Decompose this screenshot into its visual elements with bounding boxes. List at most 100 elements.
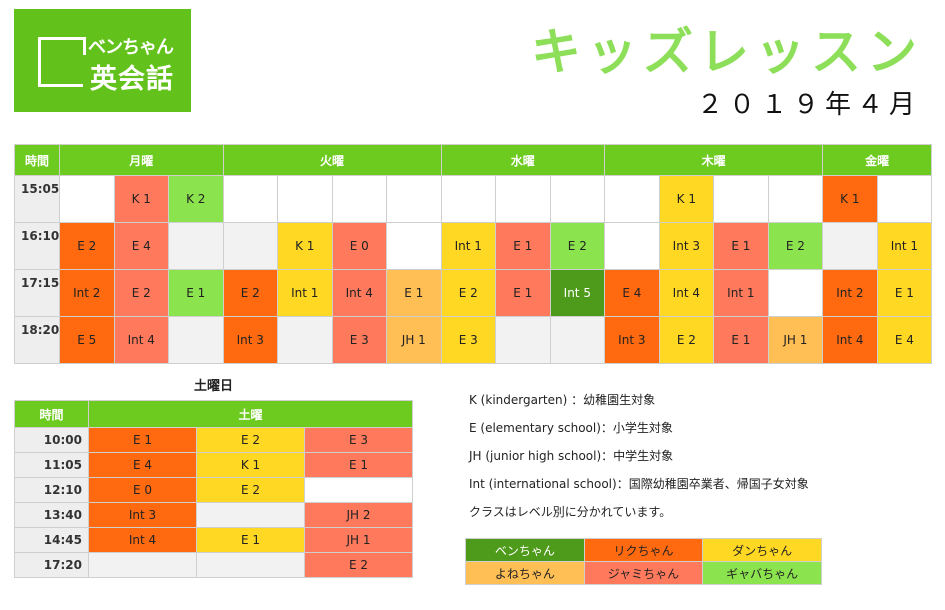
- lesson-cell: K 1: [658, 175, 715, 223]
- lesson-cell: K 1: [277, 222, 333, 270]
- lesson-cell: JH 1: [767, 316, 824, 364]
- time-slot: 14:45: [14, 527, 89, 553]
- lesson-cell: [222, 222, 279, 270]
- lesson-cell: Int 1: [277, 269, 333, 317]
- lesson-cell: [604, 222, 660, 270]
- lesson-cell: E 2: [767, 222, 824, 270]
- lesson-cell: E 1: [495, 222, 551, 270]
- lesson-cell: [822, 222, 878, 270]
- lesson-cell: Int 4: [658, 269, 715, 317]
- lesson-cell: [222, 175, 279, 223]
- lesson-cell: Int 3: [604, 316, 660, 364]
- lesson-cell: E 3: [440, 316, 497, 364]
- lesson-cell: E 1: [168, 269, 224, 317]
- lesson-cell: K 2: [168, 175, 224, 223]
- logo-frame-icon: [38, 37, 86, 87]
- saturday-header-row: 時間 土曜: [14, 400, 414, 428]
- lesson-cell: E 1: [495, 269, 551, 317]
- lesson-cell: E 1: [876, 269, 933, 317]
- lesson-cell: E 2: [196, 477, 305, 503]
- lesson-cell: E 1: [386, 269, 442, 317]
- time-slot: 17:15: [14, 269, 60, 317]
- page-title: キッズレッスン: [531, 23, 923, 81]
- lesson-cell: E 3: [331, 316, 388, 364]
- time-slot: 11:05: [14, 452, 89, 478]
- lesson-cell: [767, 175, 824, 223]
- lesson-cell: JH 1: [386, 316, 442, 364]
- lesson-cell: [549, 175, 606, 223]
- lesson-cell: [495, 175, 551, 223]
- time-slot: 17:20: [14, 552, 89, 578]
- day-header: 火曜: [222, 144, 442, 176]
- teacher-key-row: ベンちゃん リクちゃん ダンちゃん: [465, 538, 822, 562]
- lesson-cell: E 1: [303, 452, 414, 478]
- lesson-cell: [277, 175, 333, 223]
- time-header: 時間: [14, 144, 60, 176]
- teacher-color-key: ベンちゃん リクちゃん ダンちゃん よねちゃん ジャミちゃん ギャバちゃん: [465, 538, 822, 585]
- legend-k: K (kindergarten) ：幼稚園生対象: [469, 393, 656, 407]
- saturday-row: 13:40 Int 3 JH 2: [14, 502, 414, 528]
- time-slot: 16:10: [14, 222, 60, 270]
- lesson-cell: E 4: [88, 452, 197, 478]
- lesson-cell: [303, 477, 414, 503]
- lesson-cell: [168, 222, 224, 270]
- lesson-cell: [604, 175, 660, 223]
- lesson-cell: [386, 222, 442, 270]
- lesson-cell: E 2: [196, 427, 305, 453]
- lesson-cell: E 2: [59, 222, 115, 270]
- lesson-cell: Int 4: [88, 527, 197, 553]
- month-label: ２０１９年４月: [696, 90, 921, 120]
- time-slot: 18:20: [14, 316, 60, 364]
- day-header: 金曜: [822, 144, 933, 176]
- legend-int: Int (international school)：国際幼稚園卒業者、帰国子女…: [469, 477, 809, 491]
- lesson-cell: Int 2: [822, 269, 878, 317]
- lesson-cell: E 4: [876, 316, 933, 364]
- lesson-cell: [168, 316, 224, 364]
- lesson-cell: [196, 552, 305, 578]
- lesson-cell: Int 4: [331, 269, 388, 317]
- teacher-key-cell: リクちゃん: [583, 538, 704, 562]
- lesson-cell: E 2: [658, 316, 715, 364]
- time-slot: 10:00: [14, 427, 89, 453]
- lesson-cell: [713, 175, 769, 223]
- lesson-cell: E 0: [331, 222, 388, 270]
- lesson-cell: E 1: [713, 222, 769, 270]
- lesson-cell: E 2: [113, 269, 169, 317]
- teacher-key-cell: ダンちゃん: [702, 538, 822, 562]
- logo: ベンちゃん 英会話: [14, 9, 191, 112]
- saturday-time-header: 時間: [14, 400, 89, 428]
- legend-e: E (elementary school)：小学生対象: [469, 421, 673, 435]
- lesson-cell: Int 3: [222, 316, 279, 364]
- lesson-cell: E 0: [88, 477, 197, 503]
- lesson-cell: JH 2: [303, 502, 414, 528]
- lesson-cell: E 2: [549, 222, 606, 270]
- lesson-cell: E 4: [113, 222, 169, 270]
- lesson-cell: Int 3: [88, 502, 197, 528]
- teacher-key-cell: ギャバちゃん: [702, 561, 822, 585]
- lesson-cell: E 1: [88, 427, 197, 453]
- lesson-cell: [277, 316, 333, 364]
- lesson-cell: E 2: [222, 269, 279, 317]
- lesson-cell: [440, 175, 497, 223]
- lesson-cell: [767, 269, 824, 317]
- lesson-cell: E 2: [440, 269, 497, 317]
- logo-line2: 英会話: [90, 64, 174, 95]
- lesson-cell: [196, 502, 305, 528]
- lesson-cell: Int 1: [713, 269, 769, 317]
- lesson-cell: Int 1: [440, 222, 497, 270]
- legend-note: クラスはレベル別に分かれています。: [469, 505, 672, 519]
- lesson-cell: [59, 175, 115, 223]
- saturday-row: 17:20 E 2: [14, 552, 414, 578]
- weekly-header-row: 時間 月曜 火曜 水曜 木曜 金曜: [14, 144, 933, 176]
- time-slot: 13:40: [14, 502, 89, 528]
- saturday-title: 土曜日: [194, 379, 234, 394]
